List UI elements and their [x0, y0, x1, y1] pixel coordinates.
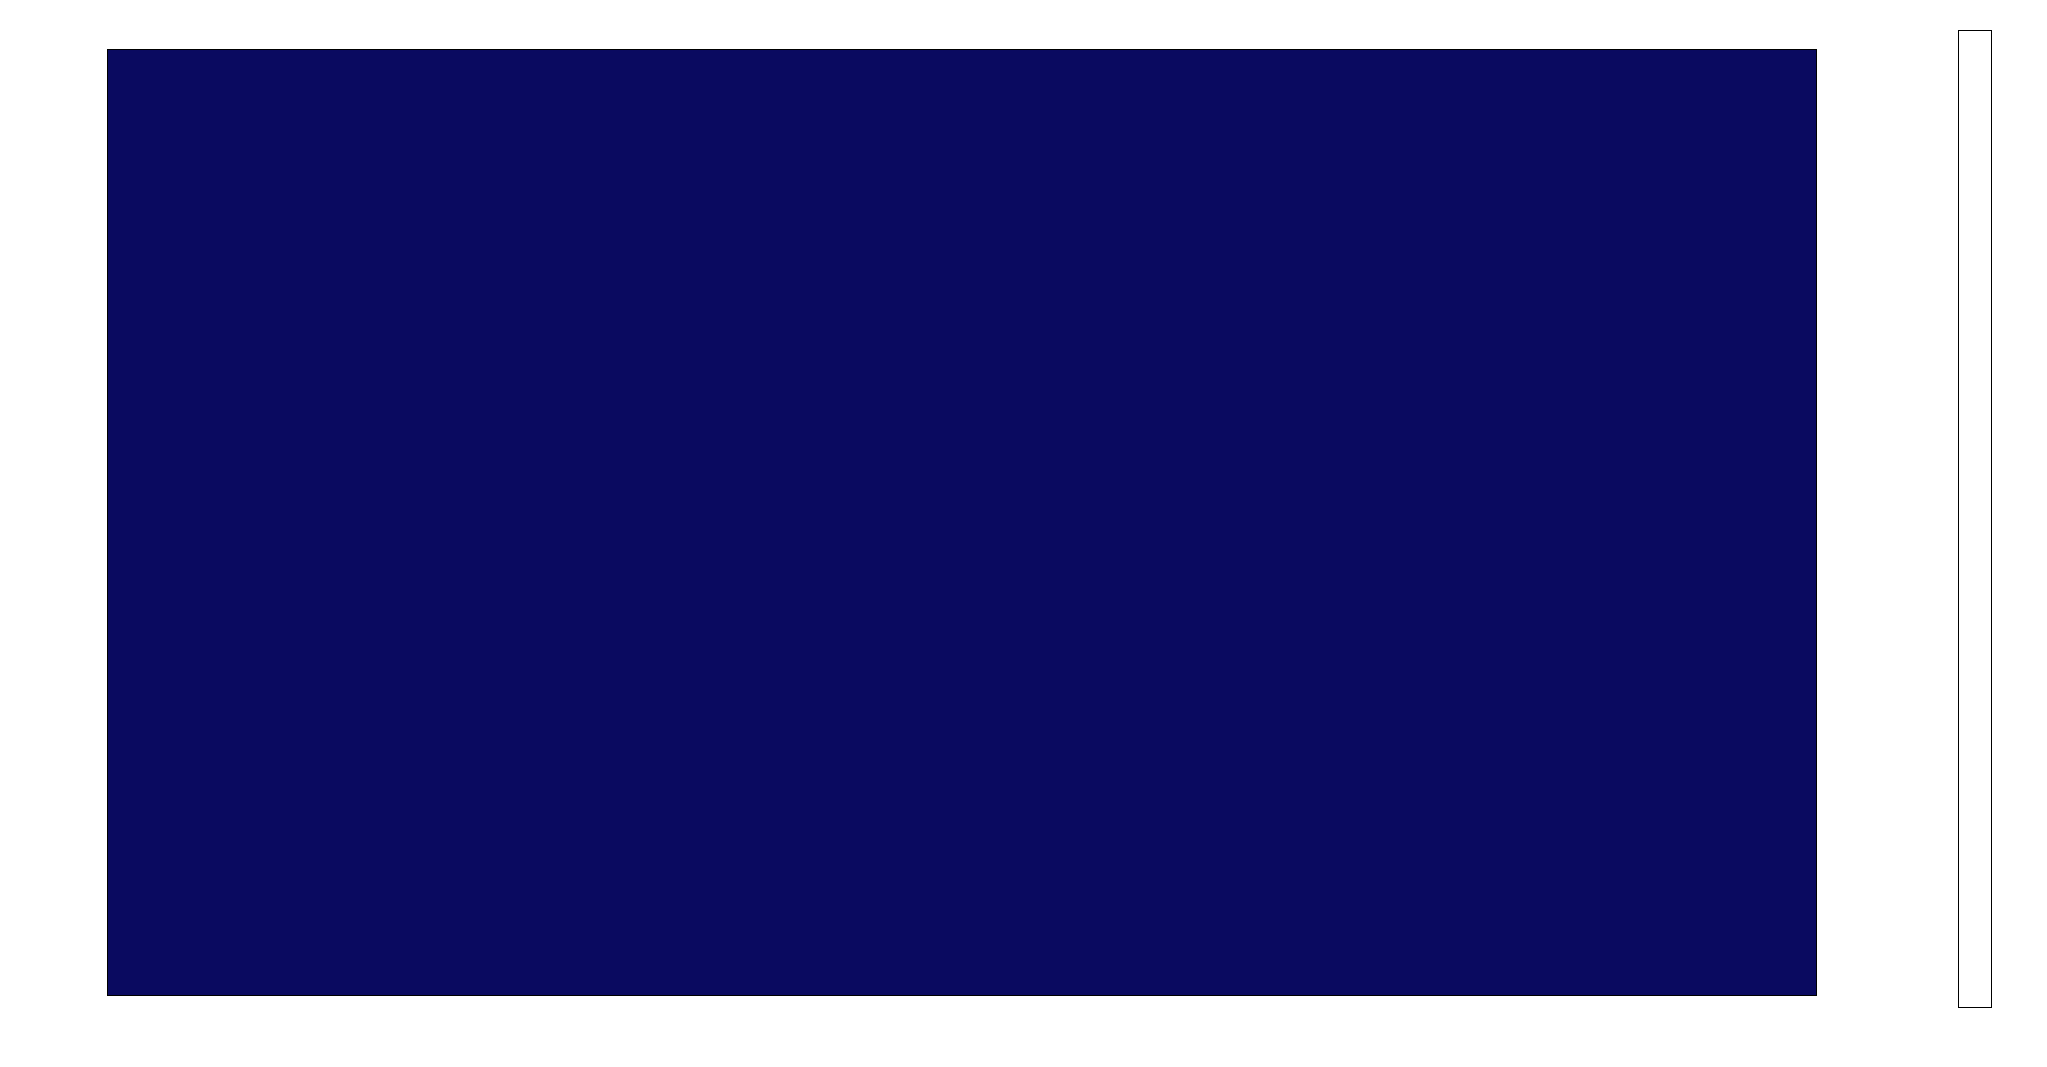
spectrogram-canvas	[108, 50, 1816, 995]
spectrogram-plot-area	[107, 49, 1817, 996]
colorbar-gradient-canvas	[1959, 31, 1991, 1007]
colorbar	[1958, 30, 1992, 1008]
